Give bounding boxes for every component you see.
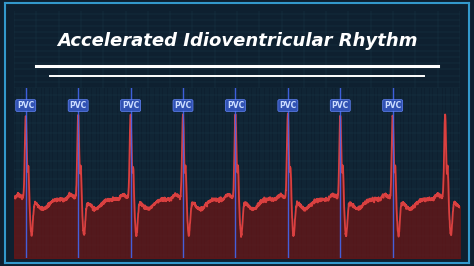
Text: PVC: PVC: [122, 101, 139, 110]
Text: PVC: PVC: [70, 101, 87, 110]
Text: PVC: PVC: [174, 101, 191, 110]
Text: PVC: PVC: [279, 101, 296, 110]
Text: PVC: PVC: [332, 101, 349, 110]
Text: PVC: PVC: [17, 101, 35, 110]
Text: PVC: PVC: [384, 101, 401, 110]
Text: PVC: PVC: [227, 101, 244, 110]
Text: Accelerated Idioventricular Rhythm: Accelerated Idioventricular Rhythm: [57, 32, 417, 50]
